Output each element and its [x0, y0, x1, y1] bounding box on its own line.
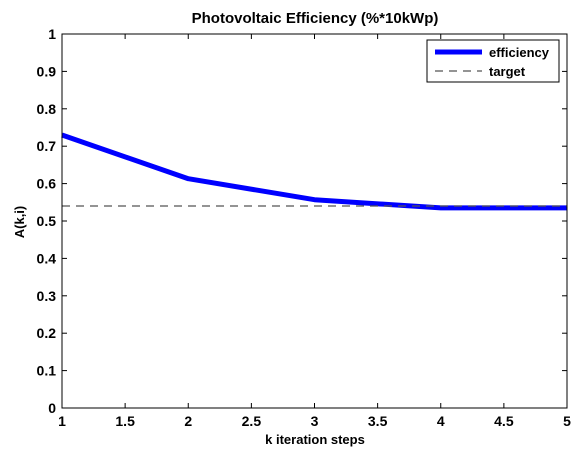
y-tick-label: 0.3 — [37, 288, 57, 304]
y-tick-label: 0.6 — [37, 176, 57, 192]
x-tick-label: 4 — [437, 413, 445, 429]
x-tick-label: 1.5 — [115, 413, 135, 429]
legend-box — [426, 39, 560, 83]
y-tick-label: 0.8 — [37, 101, 57, 117]
x-tick-label: 2 — [184, 413, 192, 429]
y-tick-label: 0.1 — [37, 363, 57, 379]
x-tick-label: 4.5 — [494, 413, 514, 429]
y-tick-label: 1 — [48, 26, 56, 42]
plot-background — [62, 34, 567, 408]
y-tick-label: 0.5 — [37, 213, 57, 229]
y-tick-label: 0.7 — [37, 138, 57, 154]
x-tick-label: 2.5 — [242, 413, 262, 429]
y-tick-label: 0.4 — [37, 250, 57, 266]
plot-area — [61, 33, 568, 409]
x-tick-label: 1 — [58, 413, 66, 429]
y-tick-label: 0 — [48, 400, 56, 416]
legend: efficiency target — [426, 39, 560, 83]
y-axis-title: A(k,i) — [12, 206, 27, 239]
y-tick-label: 0.2 — [37, 325, 57, 341]
legend-label-target: target — [489, 64, 526, 79]
y-tick-label: 0.9 — [37, 63, 57, 79]
axis-ticks: 1 1.5 2 2.5 3 3.5 4 4.5 5 0 0.1 0.2 0.3 0.4 0.5 0.6 0.7 0… — [37, 26, 572, 429]
x-tick-label: 3 — [311, 413, 319, 429]
series-line-efficiency — [61, 132, 567, 211]
x-tick-label: 3.5 — [368, 413, 388, 429]
x-tick-label: 5 — [563, 413, 571, 429]
x-axis-title: k iteration steps — [265, 432, 365, 447]
legend-label-efficiency: efficiency — [489, 45, 550, 60]
chart-title: Photovoltaic Efficiency (%*10kWp) — [192, 10, 439, 27]
